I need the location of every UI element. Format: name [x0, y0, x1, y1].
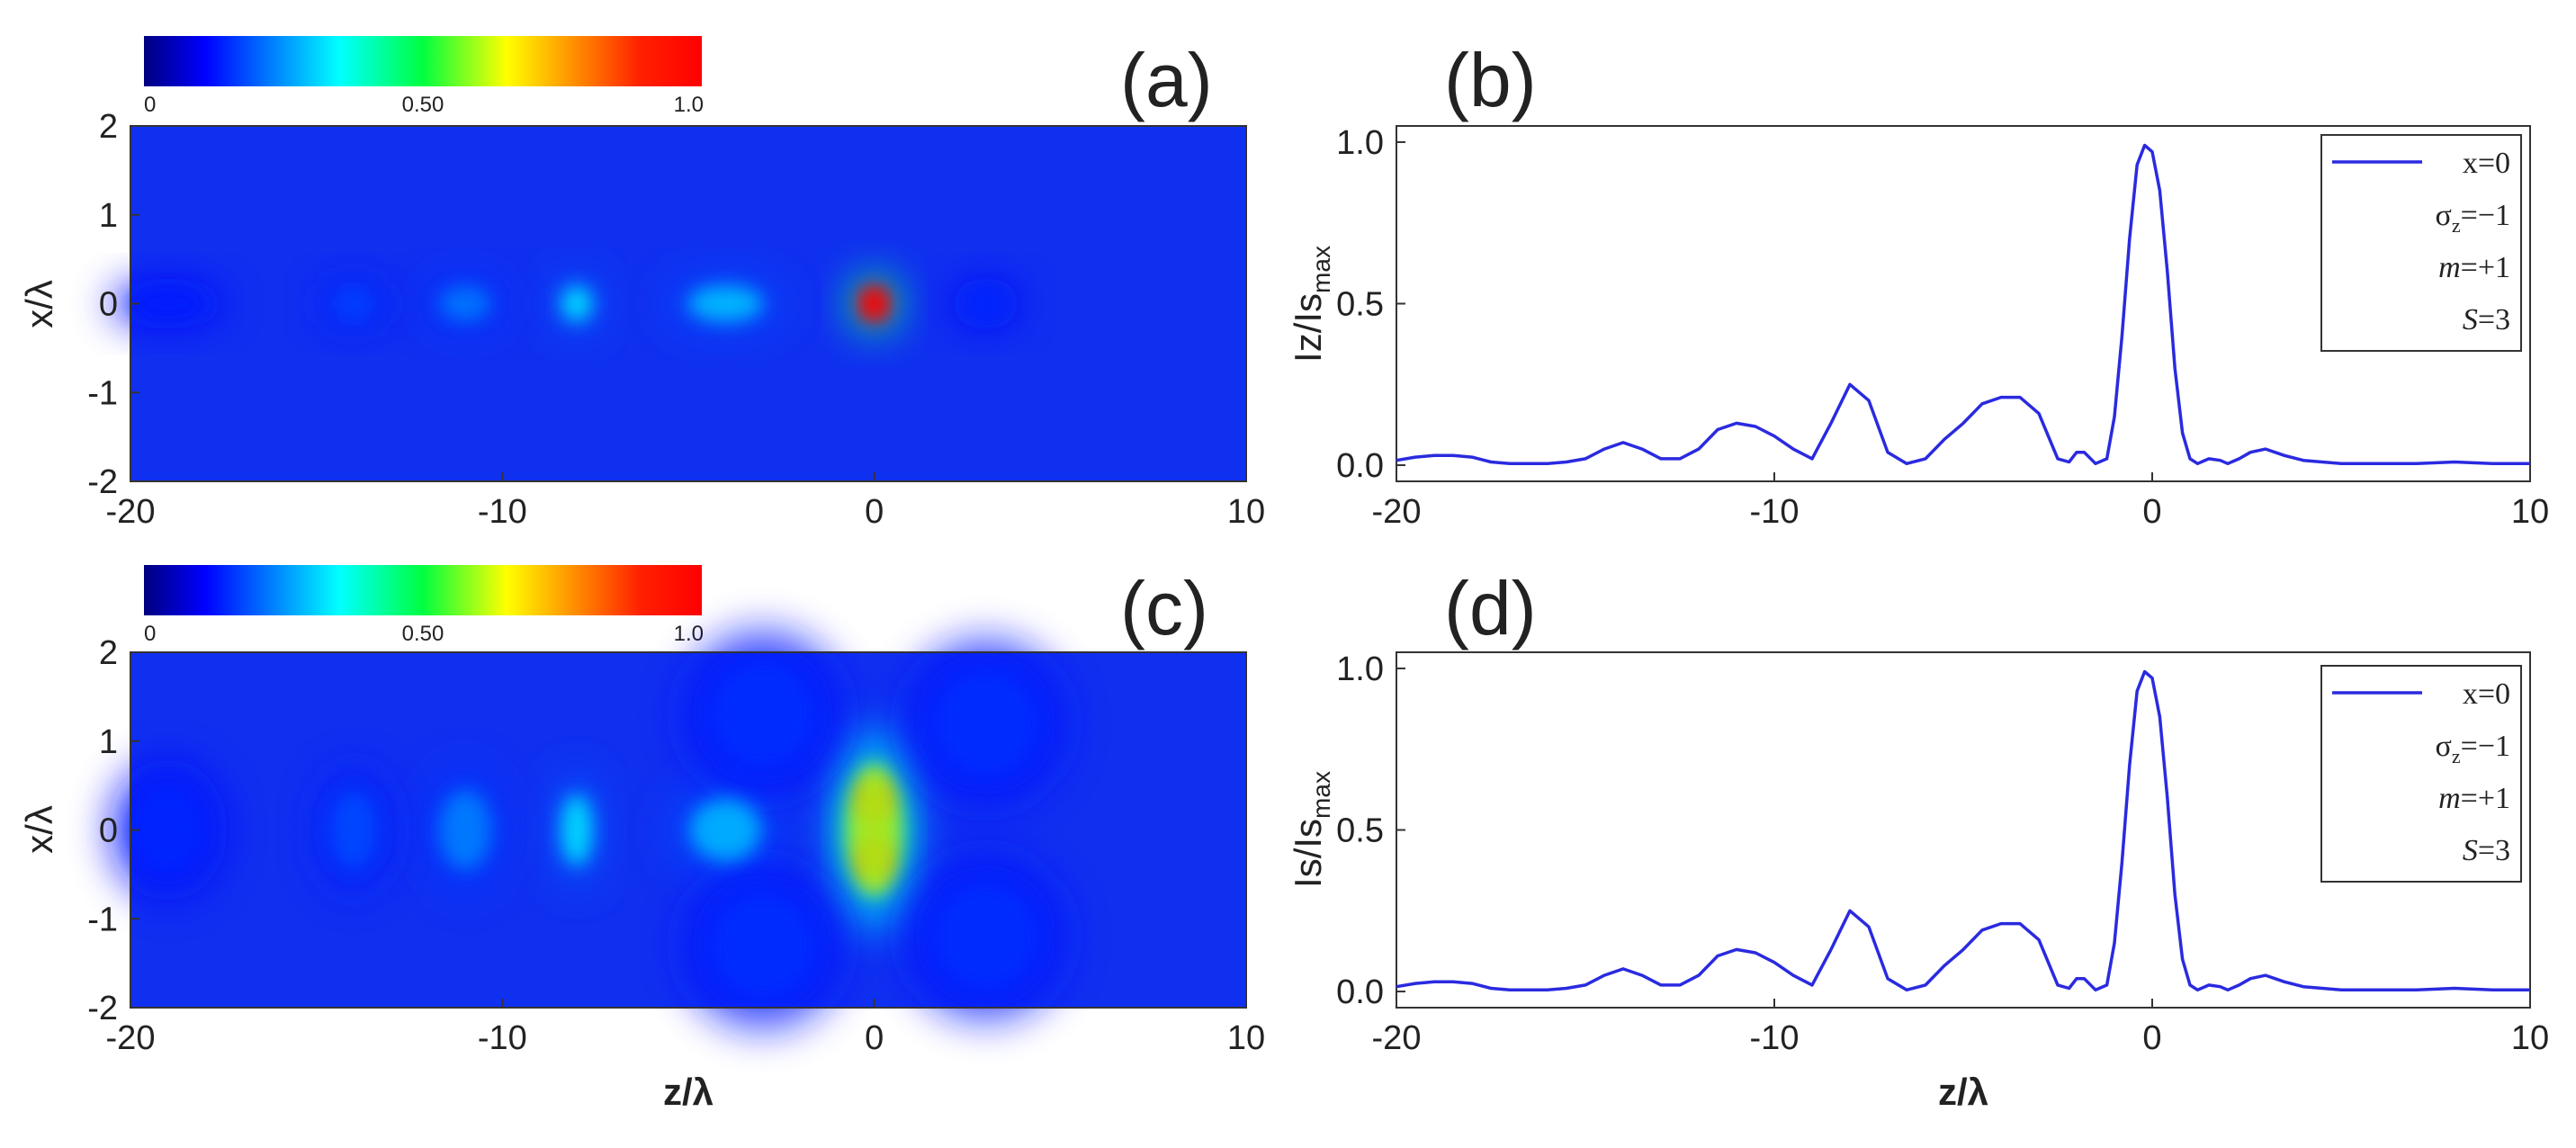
panel-d: (d) -20 -10 0 10 1.0 0.5 0.0 Is/Ismax z/λ x=0 … — [1287, 566, 2549, 1113]
legend-d-sigma: σz=−1 — [2436, 730, 2510, 767]
heatmap-spot — [329, 790, 378, 870]
y-tick-label: -1 — [87, 901, 118, 938]
panel-a-label: (a) — [1120, 38, 1213, 122]
x-tick-label: -10 — [478, 493, 527, 531]
legend-d-box — [2320, 665, 2522, 883]
colorbar-c — [144, 565, 702, 615]
y-tick-label: 1 — [99, 723, 118, 761]
heatmap-spot-peak — [865, 292, 884, 315]
y-tick-label: 1 — [99, 197, 118, 235]
heatmap-c-spots — [108, 629, 1070, 1031]
colorbar-c-tick-mid: 0.50 — [402, 622, 444, 646]
colorbar-c-tick-max: 1.0 — [674, 622, 704, 646]
heatmap-a — [108, 125, 1247, 482]
heatmap-spot — [439, 790, 491, 870]
colorbar-a-tick-mid: 0.50 — [402, 93, 444, 117]
colorbar-a-tick-max: 1.0 — [674, 93, 704, 117]
x-tick-label: -10 — [1750, 1019, 1800, 1057]
lineplot-d-series-line — [1396, 669, 2530, 992]
legend-d-s: S=3 — [2463, 834, 2510, 867]
legend-b: x=0 σz=−1 m=+1 S=3 — [2320, 134, 2522, 352]
heatmap-spot — [690, 798, 761, 862]
lineplot-d-ticks: -20 -10 0 10 1.0 0.5 0.0 — [1336, 650, 2549, 1057]
heatmap-spot — [933, 669, 1038, 777]
y-tick-label: 0.5 — [1336, 812, 1384, 850]
legend-d: x=0 σz=−1 m=+1 S=3 — [2320, 665, 2522, 883]
legend-d-line-label: x=0 — [2463, 677, 2510, 711]
panel-b: (b) -20 -10 0 10 1.0 0.5 0.0 Iz/Ismax x=0 σz=−… — [1287, 38, 2549, 531]
x-tick-label: -10 — [1750, 493, 1800, 531]
panel-c-label: (c) — [1120, 566, 1208, 650]
colorbar-a — [144, 36, 702, 86]
x-tick-label: 10 — [1227, 1019, 1265, 1057]
x-tick-label: -20 — [1372, 1019, 1422, 1057]
y-tick-label: -2 — [87, 990, 118, 1027]
x-tick-label: -20 — [106, 1019, 156, 1057]
y-tick-label: 1.0 — [1336, 124, 1384, 162]
heatmap-spot — [561, 285, 593, 322]
y-tick-label: 0 — [99, 286, 118, 324]
heatmap-spot — [846, 763, 902, 897]
lineplot-d-xlabel: z/λ — [1938, 1071, 1988, 1113]
y-tick-label: -2 — [87, 463, 118, 501]
legend-b-box — [2320, 134, 2522, 352]
x-tick-label: -10 — [478, 1019, 527, 1057]
heatmap-a-spots — [108, 272, 1022, 336]
x-tick-label: -20 — [106, 493, 156, 531]
heatmap-spot — [130, 785, 205, 874]
x-tick-label: 0 — [865, 493, 884, 531]
heatmap-spot — [561, 794, 593, 865]
heatmap-spot — [439, 285, 491, 322]
y-tick-label: 0.0 — [1336, 973, 1384, 1011]
y-tick-label: 1.0 — [1336, 650, 1384, 688]
lineplot-b-series-line — [1396, 143, 2530, 466]
legend-b-line-label: x=0 — [2463, 147, 2510, 180]
x-tick-label: 10 — [1227, 493, 1265, 531]
legend-b-s: S=3 — [2463, 303, 2510, 336]
heatmap-spot — [710, 892, 815, 1000]
heatmap-spot — [130, 287, 205, 320]
heatmap-a-ylabel: x/λ — [18, 280, 60, 328]
heatmap-c-ylabel: x/λ — [18, 805, 60, 854]
y-tick-label: 0.5 — [1336, 286, 1384, 324]
legend-b-sigma: σz=−1 — [2436, 199, 2510, 237]
legend-b-m: m=+1 — [2438, 251, 2510, 284]
heatmap-spot — [688, 285, 763, 322]
lineplot-b-ticks: -20 -10 0 10 1.0 0.5 0.0 — [1336, 124, 2549, 531]
heatmap-spot — [963, 287, 1009, 320]
y-tick-label: 2 — [99, 108, 118, 146]
y-tick-label: 0 — [99, 812, 118, 850]
heatmap-spot — [331, 287, 376, 320]
colorbar-a-tick-0: 0 — [144, 93, 156, 117]
heatmap-c — [108, 629, 1247, 1031]
x-tick-label: -20 — [1372, 493, 1422, 531]
heatmap-c-xlabel: z/λ — [663, 1071, 714, 1113]
legend-d-m: m=+1 — [2438, 782, 2510, 815]
x-tick-label: 0 — [2142, 493, 2161, 531]
heatmap-spot — [933, 883, 1038, 991]
x-tick-label: 10 — [2511, 1019, 2549, 1057]
y-tick-label: 0.0 — [1336, 447, 1384, 485]
colorbar-c-tick-0: 0 — [144, 622, 156, 646]
x-tick-label: 10 — [2511, 493, 2549, 531]
y-tick-label: -1 — [87, 374, 118, 412]
panel-b-label: (b) — [1444, 38, 1537, 122]
lineplot-d-ylabel: Is/Ismax — [1287, 771, 1335, 888]
heatmap-spot — [710, 660, 815, 768]
lineplot-b-ylabel: Iz/Ismax — [1287, 246, 1335, 363]
x-tick-label: 0 — [2142, 1019, 2161, 1057]
panel-d-label: (d) — [1444, 566, 1537, 650]
x-tick-label: 0 — [865, 1019, 884, 1057]
y-tick-label: 2 — [99, 634, 118, 672]
